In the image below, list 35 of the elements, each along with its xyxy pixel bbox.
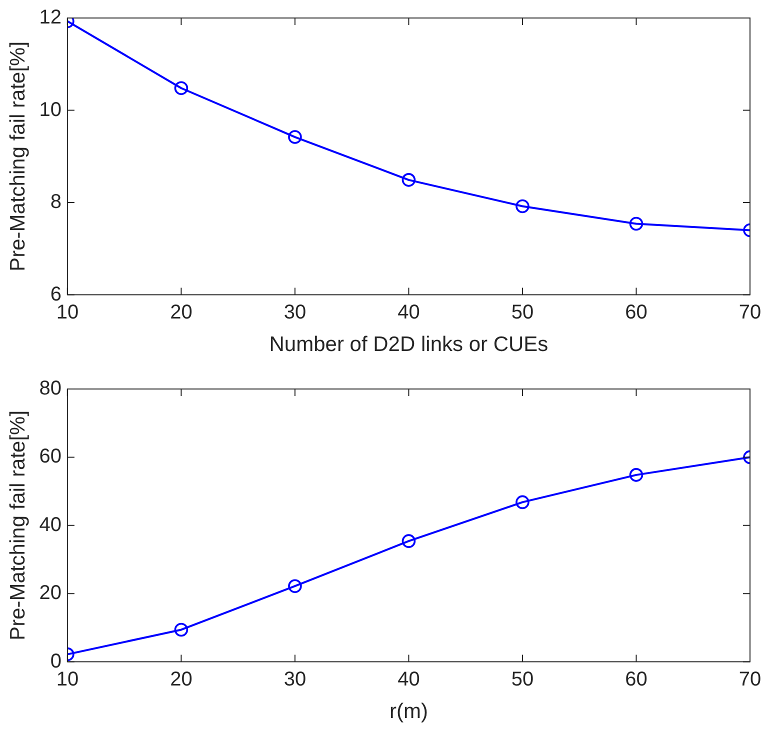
point — [174, 622, 188, 637]
point — [288, 579, 302, 593]
point — [174, 81, 188, 96]
x-tick-label: 50 — [511, 301, 534, 324]
y-axis-title: Pre-Matching fail rate[%] — [6, 41, 30, 272]
x-axis-title: r(m) — [389, 700, 428, 724]
point — [516, 199, 530, 214]
point — [516, 495, 530, 510]
y-tick-label: 12 — [39, 6, 62, 29]
x-tick-label: 30 — [284, 301, 306, 324]
x-tick-label: 70 — [738, 668, 762, 690]
x-tick-label: 30 — [284, 668, 306, 690]
y-axis-title: Pre-Matching fail rate[%] — [6, 410, 30, 640]
x-tick-label: 50 — [511, 668, 534, 690]
y-tick-label: 60 — [39, 446, 62, 468]
point — [402, 534, 416, 548]
x-tick-label: 40 — [398, 301, 420, 324]
x-tick-label: 20 — [170, 301, 192, 324]
y-tick-label: 10 — [39, 98, 62, 121]
point — [402, 173, 416, 187]
x-axis-title: Number of D2D links or CUEs — [269, 333, 548, 356]
x-tick-label: 70 — [738, 301, 762, 324]
x-tick-label: 60 — [625, 301, 648, 324]
y-tick-label: 8 — [50, 191, 62, 214]
point — [629, 468, 644, 482]
point — [288, 130, 302, 144]
x-tick-label: 40 — [398, 668, 420, 690]
y-tick-label: 6 — [50, 283, 62, 306]
point — [629, 216, 644, 231]
y-tick-label: 20 — [39, 582, 62, 604]
y-tick-label: 0 — [50, 650, 62, 672]
y-tick-label: 40 — [39, 514, 62, 536]
x-tick-label: 60 — [625, 668, 648, 690]
x-tick-label: 20 — [170, 668, 192, 690]
y-tick-label: 80 — [39, 378, 62, 400]
